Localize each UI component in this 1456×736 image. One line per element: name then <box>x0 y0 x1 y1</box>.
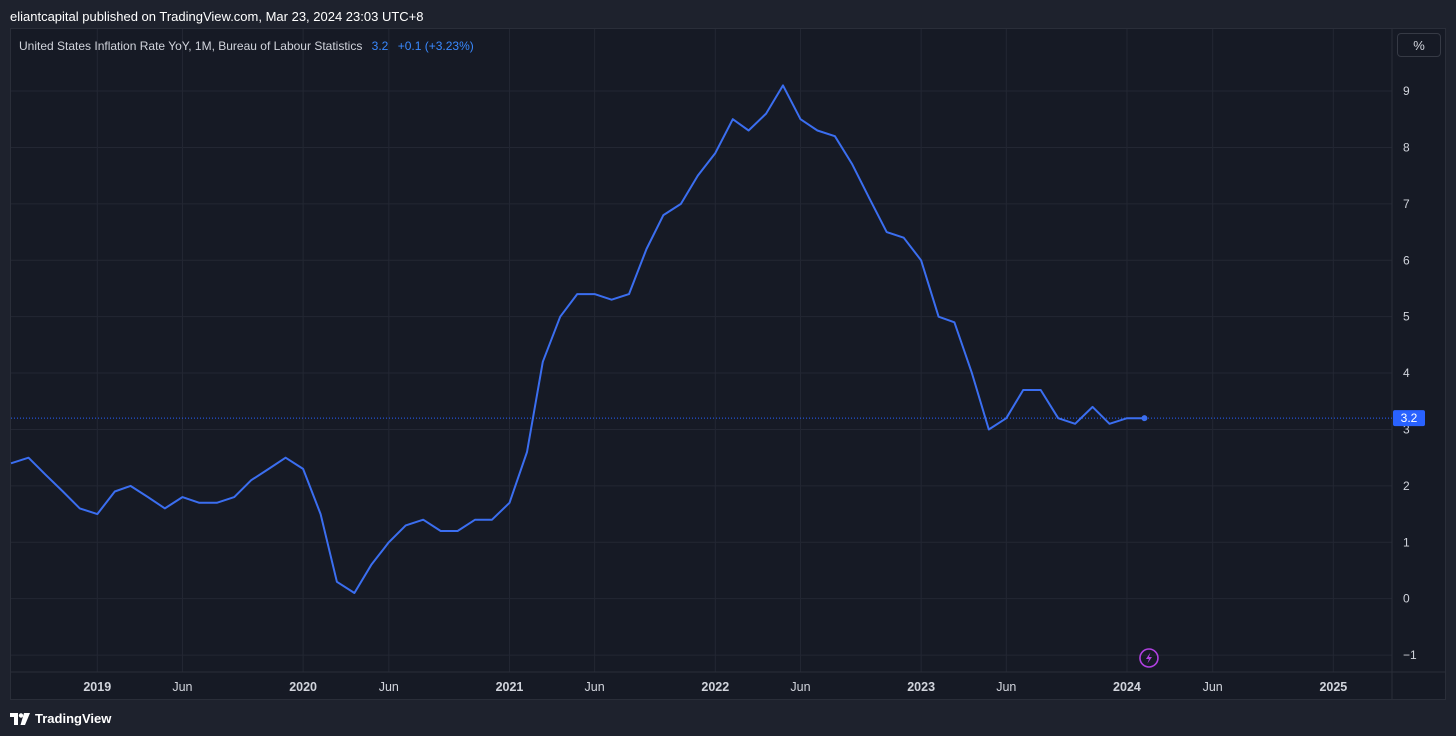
percent-scale-button[interactable]: % <box>1397 33 1441 57</box>
x-tick-label: 2024 <box>1113 680 1141 694</box>
current-value-badge <box>1393 410 1425 427</box>
x-tick-label: 2023 <box>907 680 935 694</box>
chart-frame[interactable] <box>10 28 1446 700</box>
lightning-bolt-glyph <box>1145 652 1152 664</box>
y-tick-label: 4 <box>1403 366 1410 380</box>
tradingview-logo-icon <box>10 712 30 725</box>
series-legend[interactable]: United States Inflation Rate YoY, 1M, Bu… <box>19 39 474 53</box>
y-tick-label: 3 <box>1403 422 1410 436</box>
y-tick-label: −1 <box>1403 648 1417 662</box>
x-tick-label: 2021 <box>496 680 524 694</box>
footer-bar <box>0 700 1456 736</box>
y-tick-label: 2 <box>1403 479 1410 493</box>
x-tick-label: Jun <box>379 680 399 694</box>
x-tick-label: 2022 <box>701 680 729 694</box>
legend-change-value: +0.1 (+3.23%) <box>397 39 474 53</box>
y-tick-label: 5 <box>1403 310 1410 324</box>
brand-text: TradingView <box>35 711 112 726</box>
legend-last-value: 3.2 <box>371 39 389 53</box>
series-line[interactable] <box>10 84 1145 594</box>
x-tick-label: Jun <box>996 680 1016 694</box>
y-tick-label: 7 <box>1403 197 1410 211</box>
x-tick-label: Jun <box>585 680 605 694</box>
lightning-icon[interactable] <box>1139 648 1159 668</box>
y-tick-label: 9 <box>1403 84 1410 98</box>
published-caption: eliantcapital published on TradingView.c… <box>10 9 424 24</box>
last-point-marker <box>1141 415 1148 422</box>
x-tick-label: 2020 <box>289 680 317 694</box>
top-bar: eliantcapital published on TradingView.c… <box>0 0 1456 28</box>
y-tick-label: 1 <box>1403 535 1410 549</box>
x-tick-label: Jun <box>172 680 192 694</box>
x-tick-label: Jun <box>1203 680 1223 694</box>
y-tick-label: 8 <box>1403 140 1410 154</box>
legend-series-name: United States Inflation Rate YoY, 1M, Bu… <box>19 39 363 53</box>
x-tick-label: 2025 <box>1319 680 1347 694</box>
x-tick-label: Jun <box>790 680 810 694</box>
y-tick-label: 0 <box>1403 592 1410 606</box>
y-tick-label: 6 <box>1403 253 1410 267</box>
current-value-label: 3.2 <box>1401 411 1418 425</box>
tradingview-brand[interactable]: TradingView <box>10 711 111 726</box>
x-tick-label: 2019 <box>83 680 111 694</box>
